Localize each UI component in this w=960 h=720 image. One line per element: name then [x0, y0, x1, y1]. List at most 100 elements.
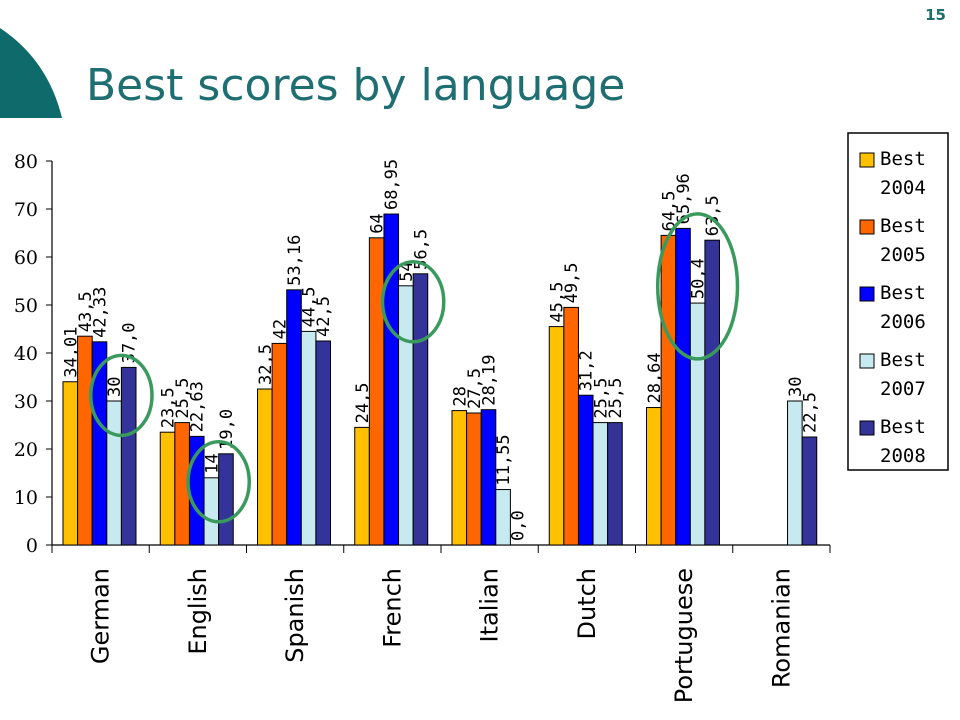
bar — [646, 407, 662, 546]
bar-data-label: 37,0 — [120, 322, 140, 363]
highlight-ellipse — [380, 260, 446, 344]
bar-data-label: 22,5 — [800, 392, 820, 433]
bar-data-label: 27,5 — [465, 368, 485, 409]
bar-data-label: 53,16 — [285, 235, 305, 286]
bar — [300, 330, 317, 546]
bar — [592, 422, 609, 546]
bar — [801, 436, 818, 546]
bar-data-label: 28,64 — [645, 352, 665, 403]
legend-swatch — [859, 219, 875, 235]
legend-swatch — [859, 420, 875, 436]
bar — [660, 234, 677, 546]
y-tick-label: 70 — [14, 199, 38, 221]
bar — [368, 237, 385, 546]
bar-data-label: 24,5 — [353, 382, 373, 423]
bar-data-label: 28,19 — [480, 355, 500, 406]
legend-swatch — [859, 152, 875, 168]
bar-data-label: 22,63 — [188, 381, 208, 432]
bar — [218, 453, 234, 546]
x-category-label: German — [87, 568, 115, 664]
legend-label-line1: Best — [880, 349, 926, 371]
legend-label-line1: Best — [880, 416, 926, 438]
legend-label-line2: 2005 — [880, 244, 926, 266]
x-category-label: Italian — [476, 568, 504, 642]
legend-label-line2: 2006 — [880, 311, 926, 333]
bar — [62, 381, 79, 546]
bar — [315, 340, 331, 546]
bar-data-label: 50,4 — [689, 258, 709, 299]
bar-data-label: 42 — [270, 319, 290, 339]
bar — [120, 366, 137, 546]
bar — [548, 326, 565, 546]
y-tick-label: 50 — [14, 295, 38, 317]
bar — [203, 477, 220, 546]
bar-data-label: 44,5 — [300, 286, 320, 327]
highlight-ellipse — [186, 440, 251, 524]
bar-data-label: 42,5 — [314, 296, 334, 337]
legend-swatch — [859, 353, 875, 369]
legend-label-line2: 2007 — [880, 378, 926, 400]
highlight-ellipse — [655, 212, 740, 361]
bar-data-label: 32,5 — [256, 344, 276, 385]
bar-data-label: 14 — [202, 453, 222, 473]
legend-label-line2: 2004 — [880, 177, 926, 199]
bar-data-label: 30 — [786, 377, 806, 397]
bar-data-label: 30 — [105, 377, 125, 397]
bar-data-label: 34,01 — [61, 327, 81, 378]
bar-data-label: 28 — [450, 386, 470, 406]
bar-data-label: 64,5 — [659, 190, 679, 231]
legend-label-line1: Best — [880, 148, 926, 170]
x-category-label: French — [378, 568, 406, 648]
bar — [412, 273, 429, 546]
y-tick-label: 80 — [14, 151, 38, 173]
bar — [563, 306, 579, 546]
x-category-label: Spanish — [281, 568, 309, 663]
slide-title: Best scores by language — [86, 60, 626, 111]
corner-arc-shape — [0, 28, 62, 118]
bar-data-label: 43,5 — [76, 291, 96, 332]
x-category-label: English — [184, 568, 212, 655]
bar-data-label: 11,55 — [494, 434, 514, 485]
y-tick-label: 20 — [14, 439, 38, 461]
bar — [607, 422, 623, 546]
bar — [704, 239, 721, 546]
legend-swatch — [859, 286, 875, 302]
bar — [398, 285, 414, 546]
y-tick-label: 0 — [26, 535, 38, 557]
bar-data-label: 0,0 — [509, 510, 529, 541]
bar-data-label: 56,5 — [411, 229, 431, 270]
x-category-label: Romanian — [767, 568, 795, 688]
bar-data-label: 42,33 — [91, 287, 111, 338]
slide-number: 15 — [925, 6, 946, 24]
bar — [159, 431, 176, 546]
bar — [77, 335, 93, 546]
bar — [495, 489, 511, 546]
bar-data-label: 19,0 — [217, 409, 237, 450]
bar-data-label: 25,5 — [591, 378, 611, 419]
bar — [271, 342, 288, 546]
bar-data-label: 31,2 — [577, 350, 597, 391]
x-category-label: Dutch — [573, 568, 601, 640]
bar — [480, 409, 497, 546]
bar-data-label: 64 — [368, 213, 388, 233]
legend-label-line2: 2008 — [880, 445, 926, 467]
legend-label-line1: Best — [880, 282, 926, 304]
legend-label-line1: Best — [880, 215, 926, 237]
bar — [689, 302, 706, 546]
bar-data-label: 68,95 — [382, 159, 402, 210]
bar-data-label: 23,5 — [159, 387, 179, 428]
bar — [354, 426, 370, 546]
bar — [106, 400, 122, 546]
bar-data-label: 49,5 — [562, 262, 582, 303]
y-tick-label: 10 — [14, 487, 38, 509]
bar-data-label: 65,96 — [674, 173, 694, 224]
bar — [451, 410, 468, 546]
y-tick-label: 40 — [14, 343, 38, 365]
y-tick-label: 30 — [14, 391, 38, 413]
x-category-label: Portuguese — [670, 568, 698, 703]
y-tick-label: 60 — [14, 247, 38, 269]
bar — [257, 388, 273, 546]
bar-data-label: 45,5 — [548, 282, 568, 323]
